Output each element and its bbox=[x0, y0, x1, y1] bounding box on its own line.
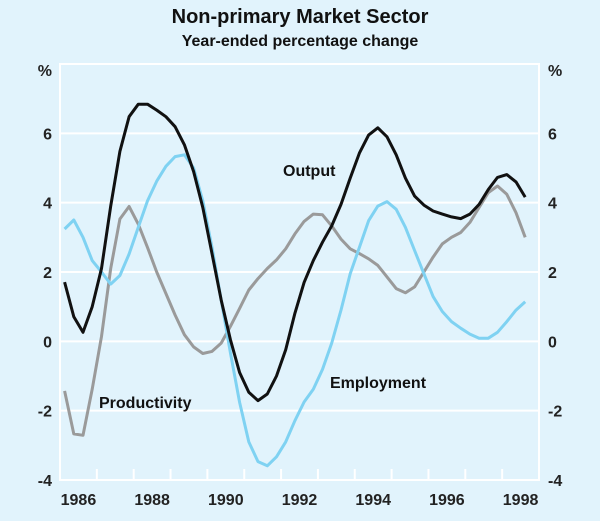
y-tick-label-right: -2 bbox=[548, 404, 562, 421]
y-tick-label-left: 4 bbox=[43, 196, 52, 213]
y-tick-label-right: 4 bbox=[548, 196, 557, 213]
x-tick-label: 1996 bbox=[429, 492, 465, 509]
x-tick-label: 1994 bbox=[355, 492, 391, 509]
x-tick-label: 1986 bbox=[61, 492, 97, 509]
y-unit-left: % bbox=[38, 63, 52, 80]
x-tick-label: 1998 bbox=[503, 492, 539, 509]
x-tick-label: 1992 bbox=[282, 492, 318, 509]
y-tick-label-right: 6 bbox=[548, 126, 557, 143]
chart-title: Non-primary Market Sector bbox=[171, 6, 429, 28]
y-tick-label-left: -2 bbox=[38, 404, 52, 421]
y-tick-label-right: 0 bbox=[548, 334, 557, 351]
chart-subtitle: Year-ended percentage change bbox=[181, 33, 419, 50]
y-unit-right: % bbox=[548, 63, 562, 80]
y-tick-label-left: 2 bbox=[43, 265, 52, 282]
y-tick-label-right: 2 bbox=[548, 265, 557, 282]
y-tick-label-left: 6 bbox=[43, 126, 52, 143]
series-line-output bbox=[63, 102, 527, 403]
y-tick-label-left: -4 bbox=[38, 473, 52, 490]
y-tick-label-right: -4 bbox=[548, 473, 562, 490]
series-label-productivity: Productivity bbox=[99, 395, 192, 412]
x-tick-label: 1990 bbox=[208, 492, 244, 509]
series-label-employment: Employment bbox=[330, 375, 427, 392]
y-tick-label-left: 0 bbox=[43, 334, 52, 351]
x-tick-label: 1988 bbox=[134, 492, 170, 509]
series-label-output: Output bbox=[283, 163, 336, 180]
